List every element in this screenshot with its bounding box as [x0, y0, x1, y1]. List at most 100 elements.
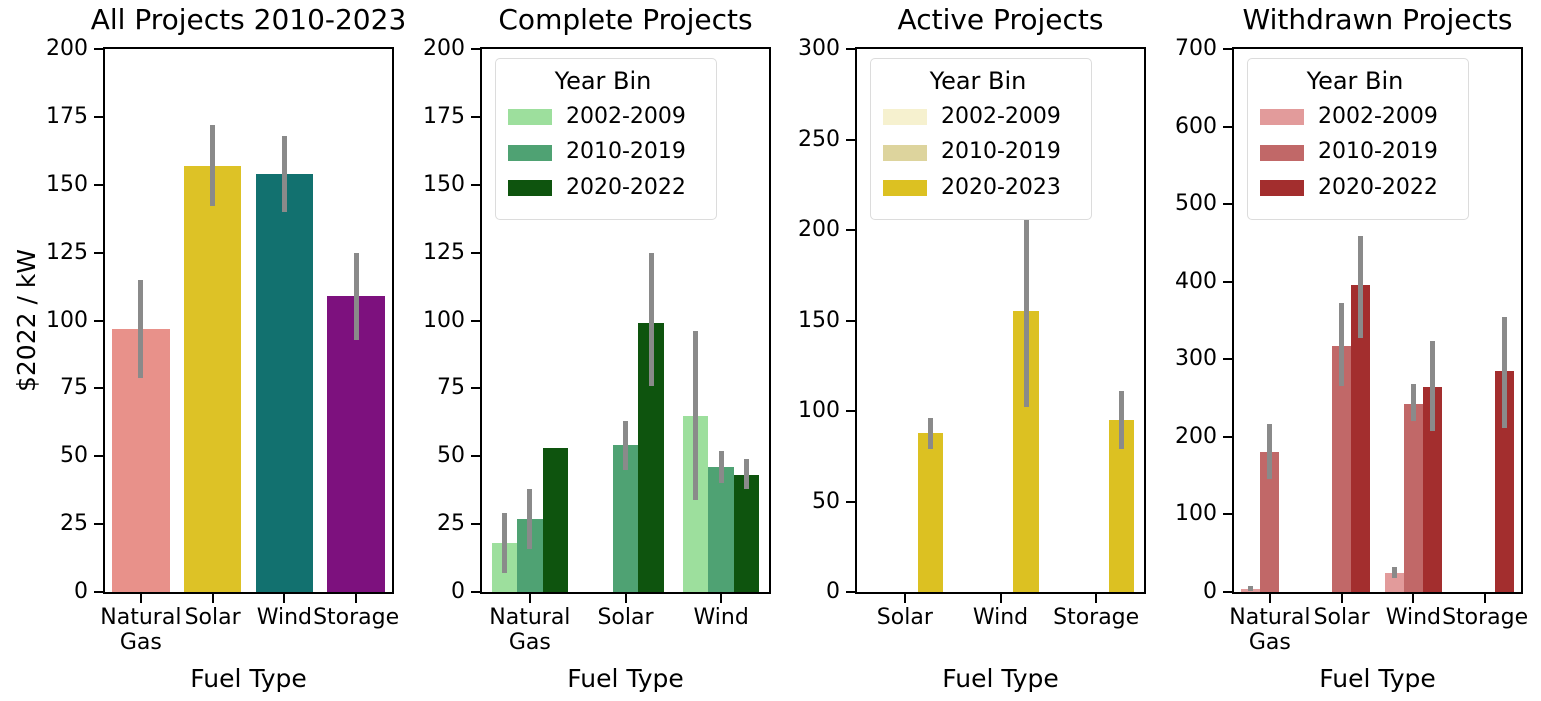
x-tick-label-line: Solar [184, 605, 241, 630]
bar-wind-2020-2022 [733, 475, 760, 592]
error-bar [1267, 424, 1273, 479]
legend-swatch-icon [883, 109, 927, 126]
legend-row: 2020-2022 [1260, 175, 1450, 201]
plot-area-withdrawn-projects: Withdrawn Projects 0 100 200 300 400 500 600 700… [1175, 4, 1528, 693]
y-tick-mark [94, 183, 103, 186]
y-tick-label: 50 [437, 443, 465, 469]
plot-area-active-projects: Active Projects 0 50 100 150 200 250 300 Solar Wi… [798, 4, 1146, 693]
y-tick-mark [1223, 125, 1232, 128]
legend-label: 2002-2009 [941, 104, 1061, 129]
x-tick-label: Wind [1328, 605, 1498, 630]
y-tick-mark [94, 48, 103, 50]
error-bar [501, 513, 507, 573]
y-tick-mark [1223, 280, 1232, 283]
y-tick-label: 0 [74, 579, 88, 604]
legend-swatch-icon [508, 179, 552, 196]
error-bar [1391, 567, 1397, 579]
x-tick-label: Solar [541, 605, 711, 630]
x-tick-label-line: Natural [100, 605, 182, 630]
x-tick-mark [1340, 594, 1343, 603]
x-tick-label: Natural Gas [445, 605, 615, 655]
y-tick-label: 200 [46, 36, 88, 61]
legend-label: 2010-2019 [1318, 139, 1438, 165]
x-tick-mark [1412, 594, 1415, 603]
y-tick-mark [1223, 591, 1232, 593]
x-tick-mark [211, 594, 214, 603]
y-tick-label: 700 [1175, 36, 1217, 61]
y-tick-mark [846, 591, 855, 593]
subplot-title-complete-projects: Complete Projects [498, 3, 753, 36]
y-tick-mark [471, 591, 480, 593]
x-tick-label: Natural Gas [56, 605, 226, 655]
y-tick-mark [1223, 203, 1232, 206]
y-tick-mark [471, 183, 480, 186]
x-tick-label: Solar [1257, 605, 1427, 630]
y-tick-mark [1223, 513, 1232, 516]
y-tick-mark [846, 138, 855, 141]
y-tick-label: 25 [60, 511, 88, 537]
y-tick-mark [1223, 48, 1232, 50]
x-tick-label-line: Wind [972, 605, 1029, 630]
y-tick-label: 400 [1175, 268, 1217, 294]
subplot-title-all-projects-2010-2023: All Projects 2010-2023 [90, 3, 407, 36]
x-tick-label-line: Storage [313, 605, 400, 630]
x-tick-label: Storage [1011, 605, 1181, 630]
legend-title: Year Bin [1306, 67, 1404, 95]
x-axis-label: Fuel Type [567, 664, 684, 693]
error-bar [693, 331, 699, 500]
error-bar [138, 279, 144, 378]
x-tick-mark [1268, 594, 1271, 603]
y-tick-label: 100 [1175, 501, 1217, 527]
x-tick-label: Storage [271, 605, 441, 630]
bar-wind-2020-2022 [1422, 387, 1443, 592]
legend-label: 2020-2023 [941, 174, 1061, 200]
y-axis-label: $2022 / kW [12, 248, 42, 393]
x-tick-label: Natural Gas [1185, 605, 1355, 655]
y-tick-mark [471, 251, 480, 254]
y-tick-mark [471, 387, 480, 390]
y-tick-label: 250 [798, 126, 840, 152]
legend-row: 2010-2019 [508, 139, 698, 165]
bar-natural-gas-2020-2022 [542, 448, 569, 592]
legend-label: 2020-2022 [1318, 174, 1438, 200]
x-tick-label-line: Gas [508, 630, 551, 655]
y-tick-label: 200 [798, 217, 840, 242]
y-tick-mark [94, 523, 103, 526]
x-tick-mark [528, 594, 531, 603]
x-tick-label-line: Storage [1053, 605, 1140, 630]
bar-storage [327, 296, 385, 592]
y-tick-label: 50 [60, 443, 88, 469]
x-axis-label: Fuel Type [942, 664, 1059, 693]
plot-area-complete-projects: Complete Projects 0 25 50 75 100 125 150 175 200 N… [423, 4, 771, 693]
legend-withdrawn-projects: Year Bin 2002-2009 2010-2019 2020-2022 [1247, 58, 1469, 221]
plot-area-all-projects-2010-2023: All Projects 2010-2023 0 25 50 75 100 125 150 17… [13, 4, 407, 693]
legend-swatch-icon [1260, 109, 1304, 126]
y-tick-label: 200 [1175, 423, 1217, 449]
legend-title: Year Bin [554, 67, 652, 95]
error-bar [1501, 316, 1507, 428]
y-tick-label: 200 [423, 36, 465, 61]
error-bar [1023, 219, 1029, 408]
x-tick-label: Wind [636, 605, 806, 630]
legend-label: 2020-2022 [566, 174, 686, 200]
y-axis-label-wrap: $2022 / kW [0, 49, 87, 592]
y-tick-label: 150 [46, 171, 88, 197]
y-tick-mark [1223, 435, 1232, 438]
y-tick-label: 150 [798, 307, 840, 333]
x-tick-label: Wind [199, 605, 369, 630]
y-tick-label: 25 [437, 511, 465, 537]
bar-solar-2020-2022 [1351, 284, 1371, 592]
y-tick-label: 100 [423, 307, 465, 333]
y-tick-mark [94, 319, 103, 322]
error-bar [527, 488, 533, 549]
bar-solar-2020-2023 [917, 432, 944, 592]
y-tick-mark [94, 115, 103, 118]
legend-row: 2010-2019 [883, 139, 1073, 165]
bar-solar-2010-2019 [1332, 346, 1352, 592]
y-tick-label: 175 [423, 103, 465, 129]
y-tick-mark [471, 115, 480, 118]
x-tick-mark [283, 594, 286, 603]
x-tick-label-line: Wind [1385, 605, 1442, 630]
legend-row: 2010-2019 [1260, 139, 1450, 165]
bar-wind-2002-2009 [1384, 572, 1404, 592]
